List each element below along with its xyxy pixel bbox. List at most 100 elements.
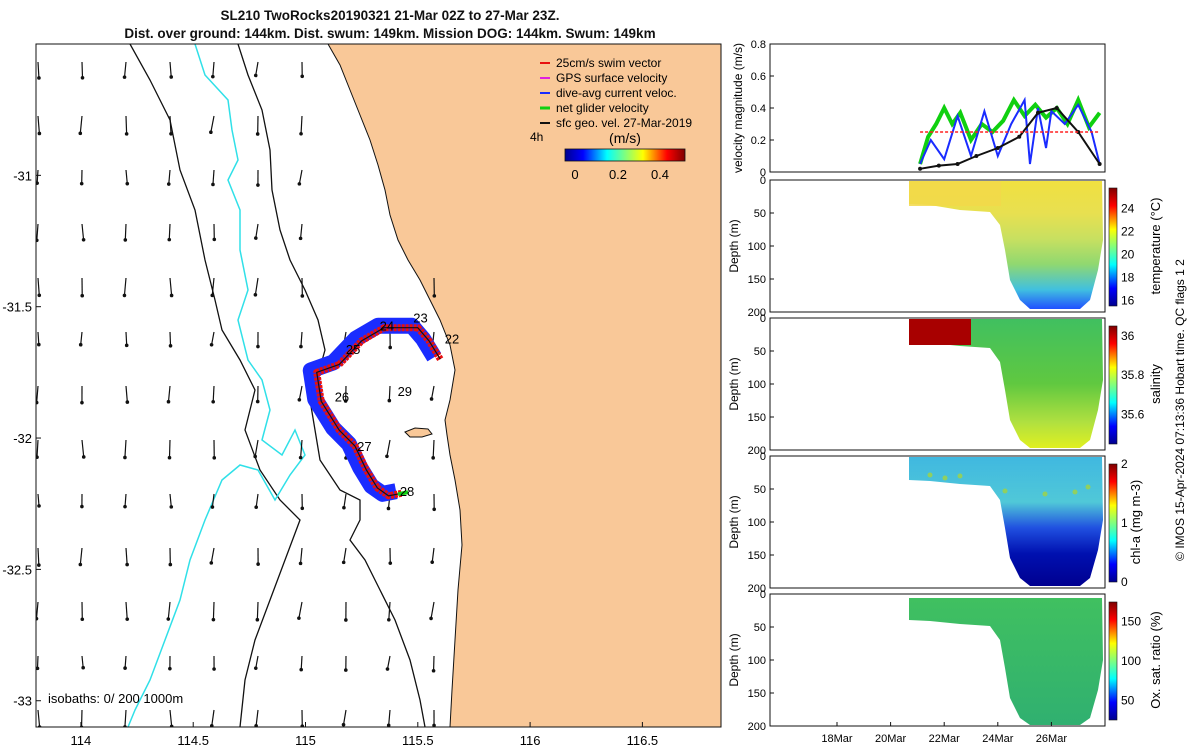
map-panel: 22 23 24 25 26 27 28 29 114 114.5 115 115.5 116 116.… [2,43,722,748]
velocity-series-point [974,154,979,158]
map-colorbar: (m/s) 0 0.2 0.4 [564,130,686,182]
depth-tick-label: 200 [748,307,766,319]
velocity-vector [343,547,347,563]
velocity-vector [211,277,215,296]
salinity-panel: Depth (m) 0 50 100 150 200 35.6 35.8 36 salini… [727,313,1163,457]
velocity-vector [168,223,171,240]
velocity-y-ticks: 0 0.2 0.4 0.6 0.8 [751,39,774,179]
velocity-vector-head [209,130,213,135]
colorbar-tick-label: 2 [1121,457,1128,471]
velocity-vector-head [299,667,304,672]
velocity-ytick-label: 0 [760,167,766,179]
chla-panel: Depth (m) 0 50 100 150 200 0 1 2 chl-a (mg m-3… [727,451,1143,595]
velocity-vector [168,169,171,185]
velocity-vector [210,331,215,345]
glider-track [302,317,444,502]
velocity-vector [210,547,215,563]
depth-tick-label: 0 [760,175,766,187]
velocity-vector [342,709,347,725]
velocity-vector-head [168,343,173,348]
velocity-vector-head [166,399,171,404]
salinity-surface-layer [909,319,971,345]
velocity-vector-head [255,132,260,136]
velocity-vector-head [36,400,39,405]
depth-tick-label: 0 [760,451,766,463]
legend-dive: dive-avg current veloc. [556,86,677,100]
colorbar-tick-label: 0 [1121,575,1128,589]
velocity-vector [167,385,171,402]
velocity-vector [124,439,127,458]
depth-tick-label: 150 [748,688,766,700]
velocity-series-point [1036,110,1040,115]
temperature-colorbar-ticks: 16 18 20 22 24 [1121,202,1135,308]
velocity-vector [430,601,435,619]
velocity-vector-head [430,560,435,564]
map-xtick-label: 116 [520,733,541,748]
velocity-vector-head [80,504,84,509]
velocity-vector [81,439,85,458]
velocity-vector [211,493,215,508]
velocity-vector-head [166,182,171,186]
velocity-vector [212,601,215,620]
velocity-vector [81,61,84,78]
velocity-ytick-label: 0.4 [751,103,766,115]
velocity-vector-head [168,562,173,567]
velocity-vector [124,709,127,727]
velocity-vector-head [37,504,41,508]
map-colorbar-tick-2: 0.4 [651,167,669,182]
velocity-vector [79,547,83,565]
colorbar-tick-label: 1 [1121,516,1128,530]
oxygen-colorbar-ticks: 50 100 150 [1121,615,1141,708]
map-ytick-label: -31 [13,168,32,183]
oxygen-colorbar-label: Ox. sat. ratio (%) [1148,611,1163,709]
velocity-vector [37,61,40,78]
velocity-vector [125,547,128,565]
chla-colorbar [1108,463,1118,583]
map-ytick-label: -32 [13,431,32,446]
velocity-vector [300,655,303,670]
velocity-series-point [1054,106,1059,110]
depth-tick-label: 100 [748,517,766,529]
velocity-series-point [936,163,941,168]
velocity-vector-head [255,399,260,404]
velocity-vector-head [81,455,86,459]
velocity-vector [212,385,215,402]
map-xtick-label: 116.5 [627,733,659,748]
velocity-vector [125,115,128,134]
velocity-vector-head [169,75,174,79]
temperature-surface-layer [909,181,1001,206]
velocity-vector-head [169,132,173,136]
map-colorbar-tick-1: 0.2 [609,167,627,182]
isobaths-label: isobaths: 0/ 200 1000m [48,691,183,706]
velocity-vector [125,169,128,184]
map-frame [35,43,722,728]
velocity-vector-head [169,505,174,509]
velocity-vector-head [123,455,127,460]
map-xtick-label: 115.5 [402,733,434,748]
depth-tick-label: 100 [748,241,766,253]
temperature-panel: Depth (m) 0 50 100 150 200 16 18 20 22 24 temper… [727,175,1163,319]
velocity-vector-head [167,455,172,460]
velocity-vector-head [386,723,391,727]
velocity-vector-head [300,506,305,511]
time-x-ticks: 18Mar 20Mar 22Mar 24Mar 26Mar [821,722,1067,745]
depth-tick-label: 150 [748,550,766,562]
velocity-vector-head [429,397,434,401]
velocity-vector-head [80,617,85,622]
velocity-vector-head [341,560,346,565]
velocity-vector-head [385,667,390,671]
chla-speckle [957,473,963,479]
velocity-vector-head [123,504,127,509]
velocity-vector [81,655,84,668]
velocity-vector [169,331,172,346]
velocity-vector [431,547,435,563]
velocity-vector [169,115,172,134]
time-tick-label: 22Mar [929,733,961,745]
velocity-vector-head [254,724,258,727]
velocity-vector-head [344,668,348,672]
velocity-vector-head [300,294,305,298]
velocity-vector [256,601,259,620]
day-label: 25 [346,342,360,357]
velocity-vector-head [297,182,302,186]
velocity-vector-head [429,616,433,621]
